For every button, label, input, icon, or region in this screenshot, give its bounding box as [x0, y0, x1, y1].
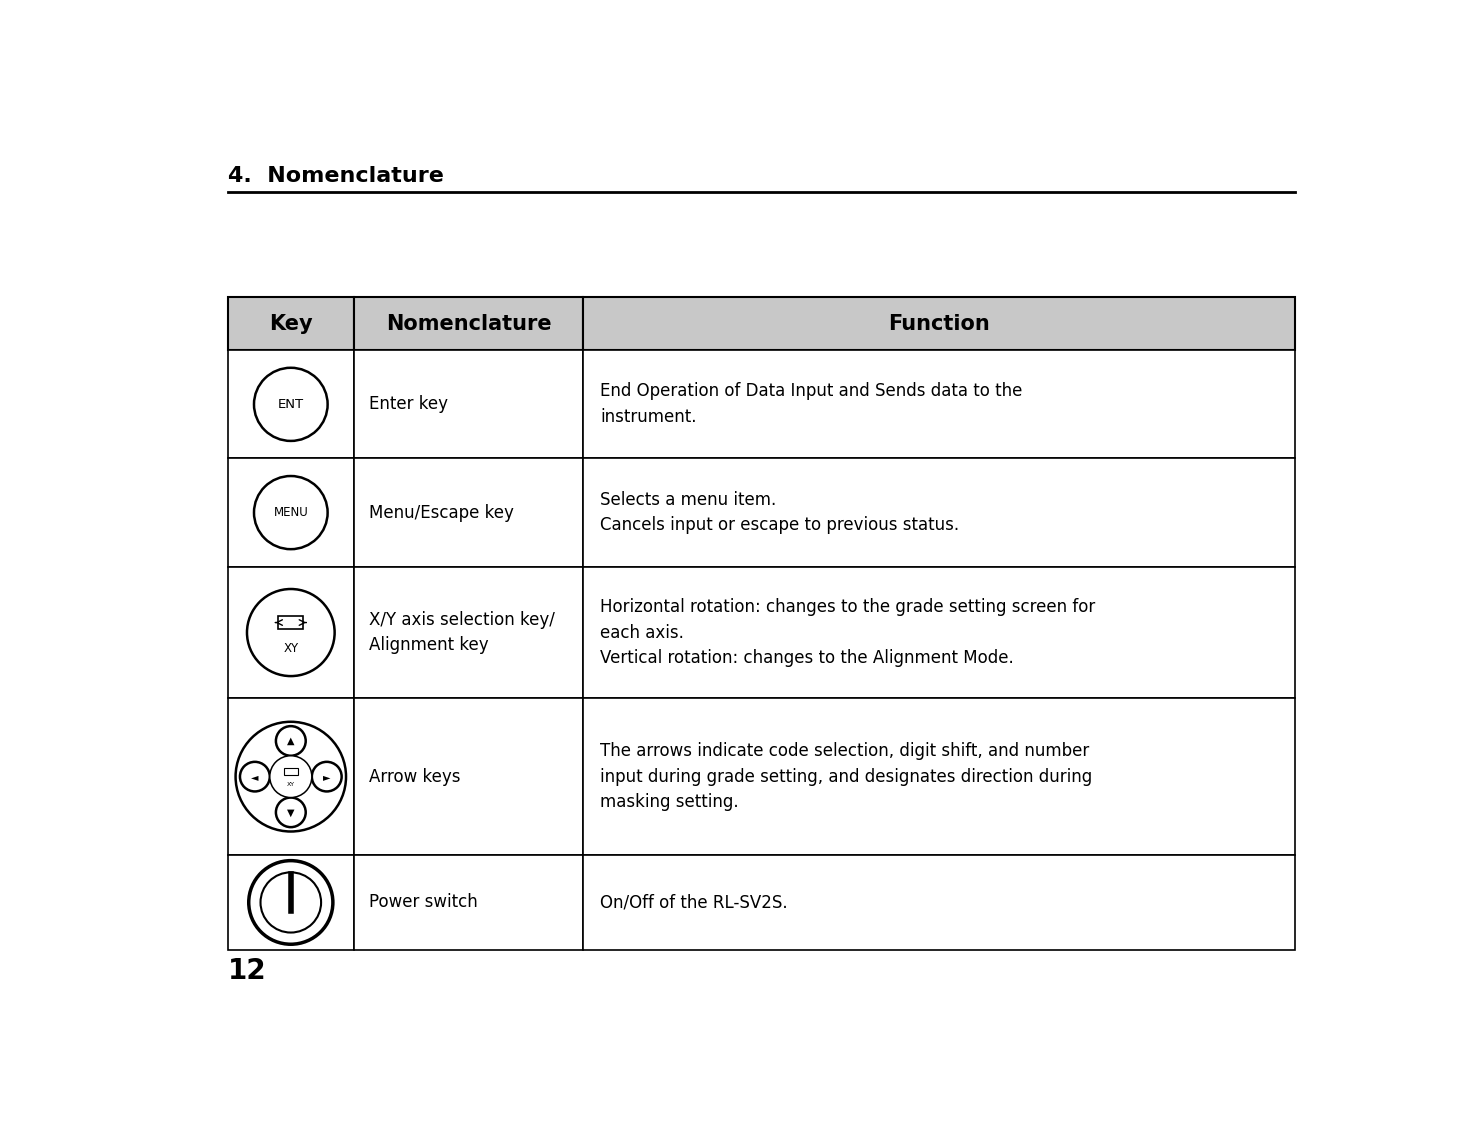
- Bar: [227, 458, 354, 567]
- Bar: [227, 698, 354, 855]
- Text: MENU: MENU: [273, 506, 308, 519]
- Text: ENT: ENT: [277, 398, 304, 411]
- Bar: [354, 855, 583, 950]
- Bar: [583, 351, 1295, 458]
- Bar: [583, 458, 1295, 567]
- Text: Enter key: Enter key: [369, 396, 447, 413]
- Text: Horizontal rotation: changes to the grade setting screen for
each axis.
Vertical: Horizontal rotation: changes to the grad…: [600, 598, 1096, 667]
- Bar: [227, 855, 354, 950]
- Text: Arrow keys: Arrow keys: [369, 768, 460, 786]
- Text: Key: Key: [268, 313, 313, 334]
- Text: 4.  Nomenclature: 4. Nomenclature: [227, 166, 444, 187]
- Text: Power switch: Power switch: [369, 893, 478, 912]
- Bar: [583, 698, 1295, 855]
- Bar: [354, 351, 583, 458]
- Text: Function: Function: [888, 313, 990, 334]
- Text: The arrows indicate code selection, digit shift, and number
input during grade s: The arrows indicate code selection, digi…: [600, 742, 1093, 811]
- Bar: [227, 296, 354, 351]
- Text: ▼: ▼: [288, 808, 295, 818]
- Bar: [227, 567, 354, 698]
- Bar: [354, 567, 583, 698]
- Text: End Operation of Data Input and Sends data to the
instrument.: End Operation of Data Input and Sends da…: [600, 382, 1022, 426]
- Text: ◄: ◄: [251, 771, 258, 782]
- Text: X/Y axis selection key/
Alignment key: X/Y axis selection key/ Alignment key: [369, 611, 555, 654]
- Text: Menu/Escape key: Menu/Escape key: [369, 503, 513, 521]
- Text: ►: ►: [323, 771, 330, 782]
- Text: XY: XY: [286, 782, 295, 787]
- Bar: [227, 351, 354, 458]
- Bar: [354, 698, 583, 855]
- Text: XY: XY: [283, 641, 298, 655]
- Text: Nomenclature: Nomenclature: [386, 313, 552, 334]
- Bar: [583, 855, 1295, 950]
- Text: ▲: ▲: [288, 736, 295, 746]
- Bar: [354, 296, 583, 351]
- Bar: [279, 616, 304, 629]
- Bar: [583, 567, 1295, 698]
- Text: 12: 12: [227, 957, 267, 985]
- Bar: [583, 296, 1295, 351]
- Ellipse shape: [270, 756, 311, 797]
- Bar: [354, 458, 583, 567]
- Bar: [285, 768, 298, 775]
- Text: On/Off of the RL-SV2S.: On/Off of the RL-SV2S.: [600, 893, 788, 912]
- Text: Selects a menu item.
Cancels input or escape to previous status.: Selects a menu item. Cancels input or es…: [600, 491, 960, 535]
